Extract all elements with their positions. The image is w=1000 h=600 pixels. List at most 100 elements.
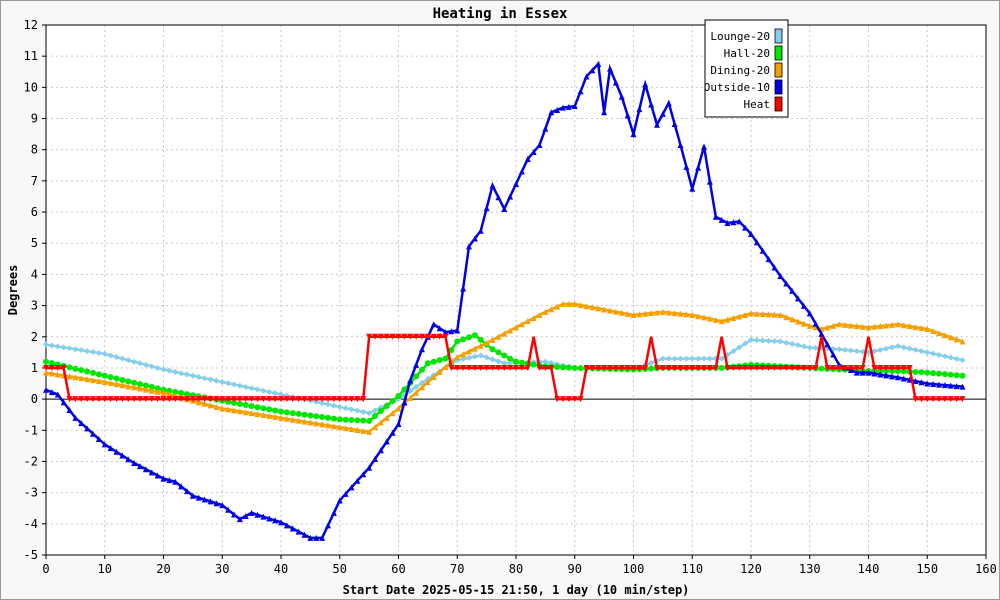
x-tick-label: 150 (916, 562, 938, 576)
data-point (894, 364, 901, 371)
data-point (131, 460, 138, 467)
data-point (101, 350, 108, 357)
data-point (383, 414, 390, 421)
data-point (401, 399, 408, 406)
data-point (748, 230, 754, 237)
data-point (736, 313, 743, 320)
data-point (501, 205, 508, 212)
data-point (571, 103, 578, 110)
data-point (930, 381, 937, 388)
data-point (448, 347, 455, 354)
data-point (395, 333, 402, 340)
data-point (654, 309, 660, 316)
data-point (483, 340, 490, 346)
data-point (718, 364, 725, 371)
data-point (43, 369, 49, 376)
data-point (889, 344, 895, 351)
data-point (325, 522, 331, 529)
data-point (260, 396, 267, 403)
data-point (48, 370, 55, 377)
data-point (295, 528, 302, 535)
data-point (78, 396, 85, 403)
data-point (131, 396, 138, 403)
data-point (60, 364, 67, 371)
data-point (953, 372, 960, 379)
data-point (924, 396, 931, 403)
data-point (90, 369, 96, 376)
data-point (724, 219, 731, 226)
data-point (554, 364, 561, 371)
data-point (254, 396, 261, 403)
y-tick-label: 10 (24, 80, 38, 94)
data-point (941, 353, 948, 360)
data-point (683, 311, 690, 318)
data-point (659, 110, 666, 117)
x-tick-label: 90 (568, 562, 582, 576)
data-point (424, 333, 431, 340)
y-tick-label: 0 (31, 392, 38, 406)
series-heat (43, 333, 966, 403)
data-point (753, 337, 760, 344)
data-point (407, 377, 414, 384)
data-point (589, 364, 596, 371)
data-point (413, 389, 420, 396)
data-point (918, 369, 925, 376)
data-point (377, 419, 384, 426)
data-point (195, 494, 202, 501)
data-point (748, 336, 754, 343)
data-point (900, 375, 907, 382)
data-point (636, 364, 643, 371)
data-point (430, 358, 437, 365)
data-point (313, 413, 320, 420)
data-point (871, 370, 878, 377)
data-point (90, 377, 96, 384)
data-point (389, 429, 396, 436)
data-point (883, 345, 890, 352)
data-point (530, 315, 537, 322)
data-point (571, 364, 578, 371)
data-point (654, 364, 660, 371)
data-point (753, 239, 760, 246)
data-point (689, 364, 696, 371)
data-point (436, 368, 443, 375)
data-point (495, 194, 502, 201)
x-tick-label: 30 (215, 562, 229, 576)
data-point (454, 327, 461, 334)
data-point (313, 396, 320, 403)
data-point (272, 517, 279, 524)
y-tick-label: -3 (24, 486, 38, 500)
data-point (953, 336, 960, 343)
data-point (507, 360, 514, 367)
data-point (90, 349, 96, 356)
data-point (489, 364, 496, 371)
data-point (360, 408, 367, 415)
data-point (289, 410, 296, 417)
data-point (548, 364, 555, 371)
data-point (824, 324, 831, 331)
data-point (812, 324, 819, 331)
data-point (936, 396, 942, 403)
data-point (518, 359, 525, 366)
data-point (900, 322, 907, 329)
data-point (95, 436, 102, 443)
data-point (313, 420, 320, 427)
data-point (918, 396, 925, 403)
data-point (354, 477, 361, 484)
y-tick-label: 5 (31, 236, 38, 250)
data-point (513, 358, 519, 365)
data-point (213, 403, 220, 410)
data-point (342, 405, 349, 412)
data-point (231, 399, 237, 406)
data-point (642, 81, 649, 88)
data-point (225, 406, 232, 413)
data-point (454, 364, 461, 371)
data-point (366, 464, 373, 471)
data-point (195, 396, 202, 403)
x-tick-label: 10 (98, 562, 112, 576)
data-point (283, 409, 290, 416)
x-tick-label: 140 (858, 562, 880, 576)
data-point (677, 364, 684, 371)
data-point (554, 303, 561, 310)
data-point (530, 361, 537, 368)
data-point (748, 310, 754, 317)
